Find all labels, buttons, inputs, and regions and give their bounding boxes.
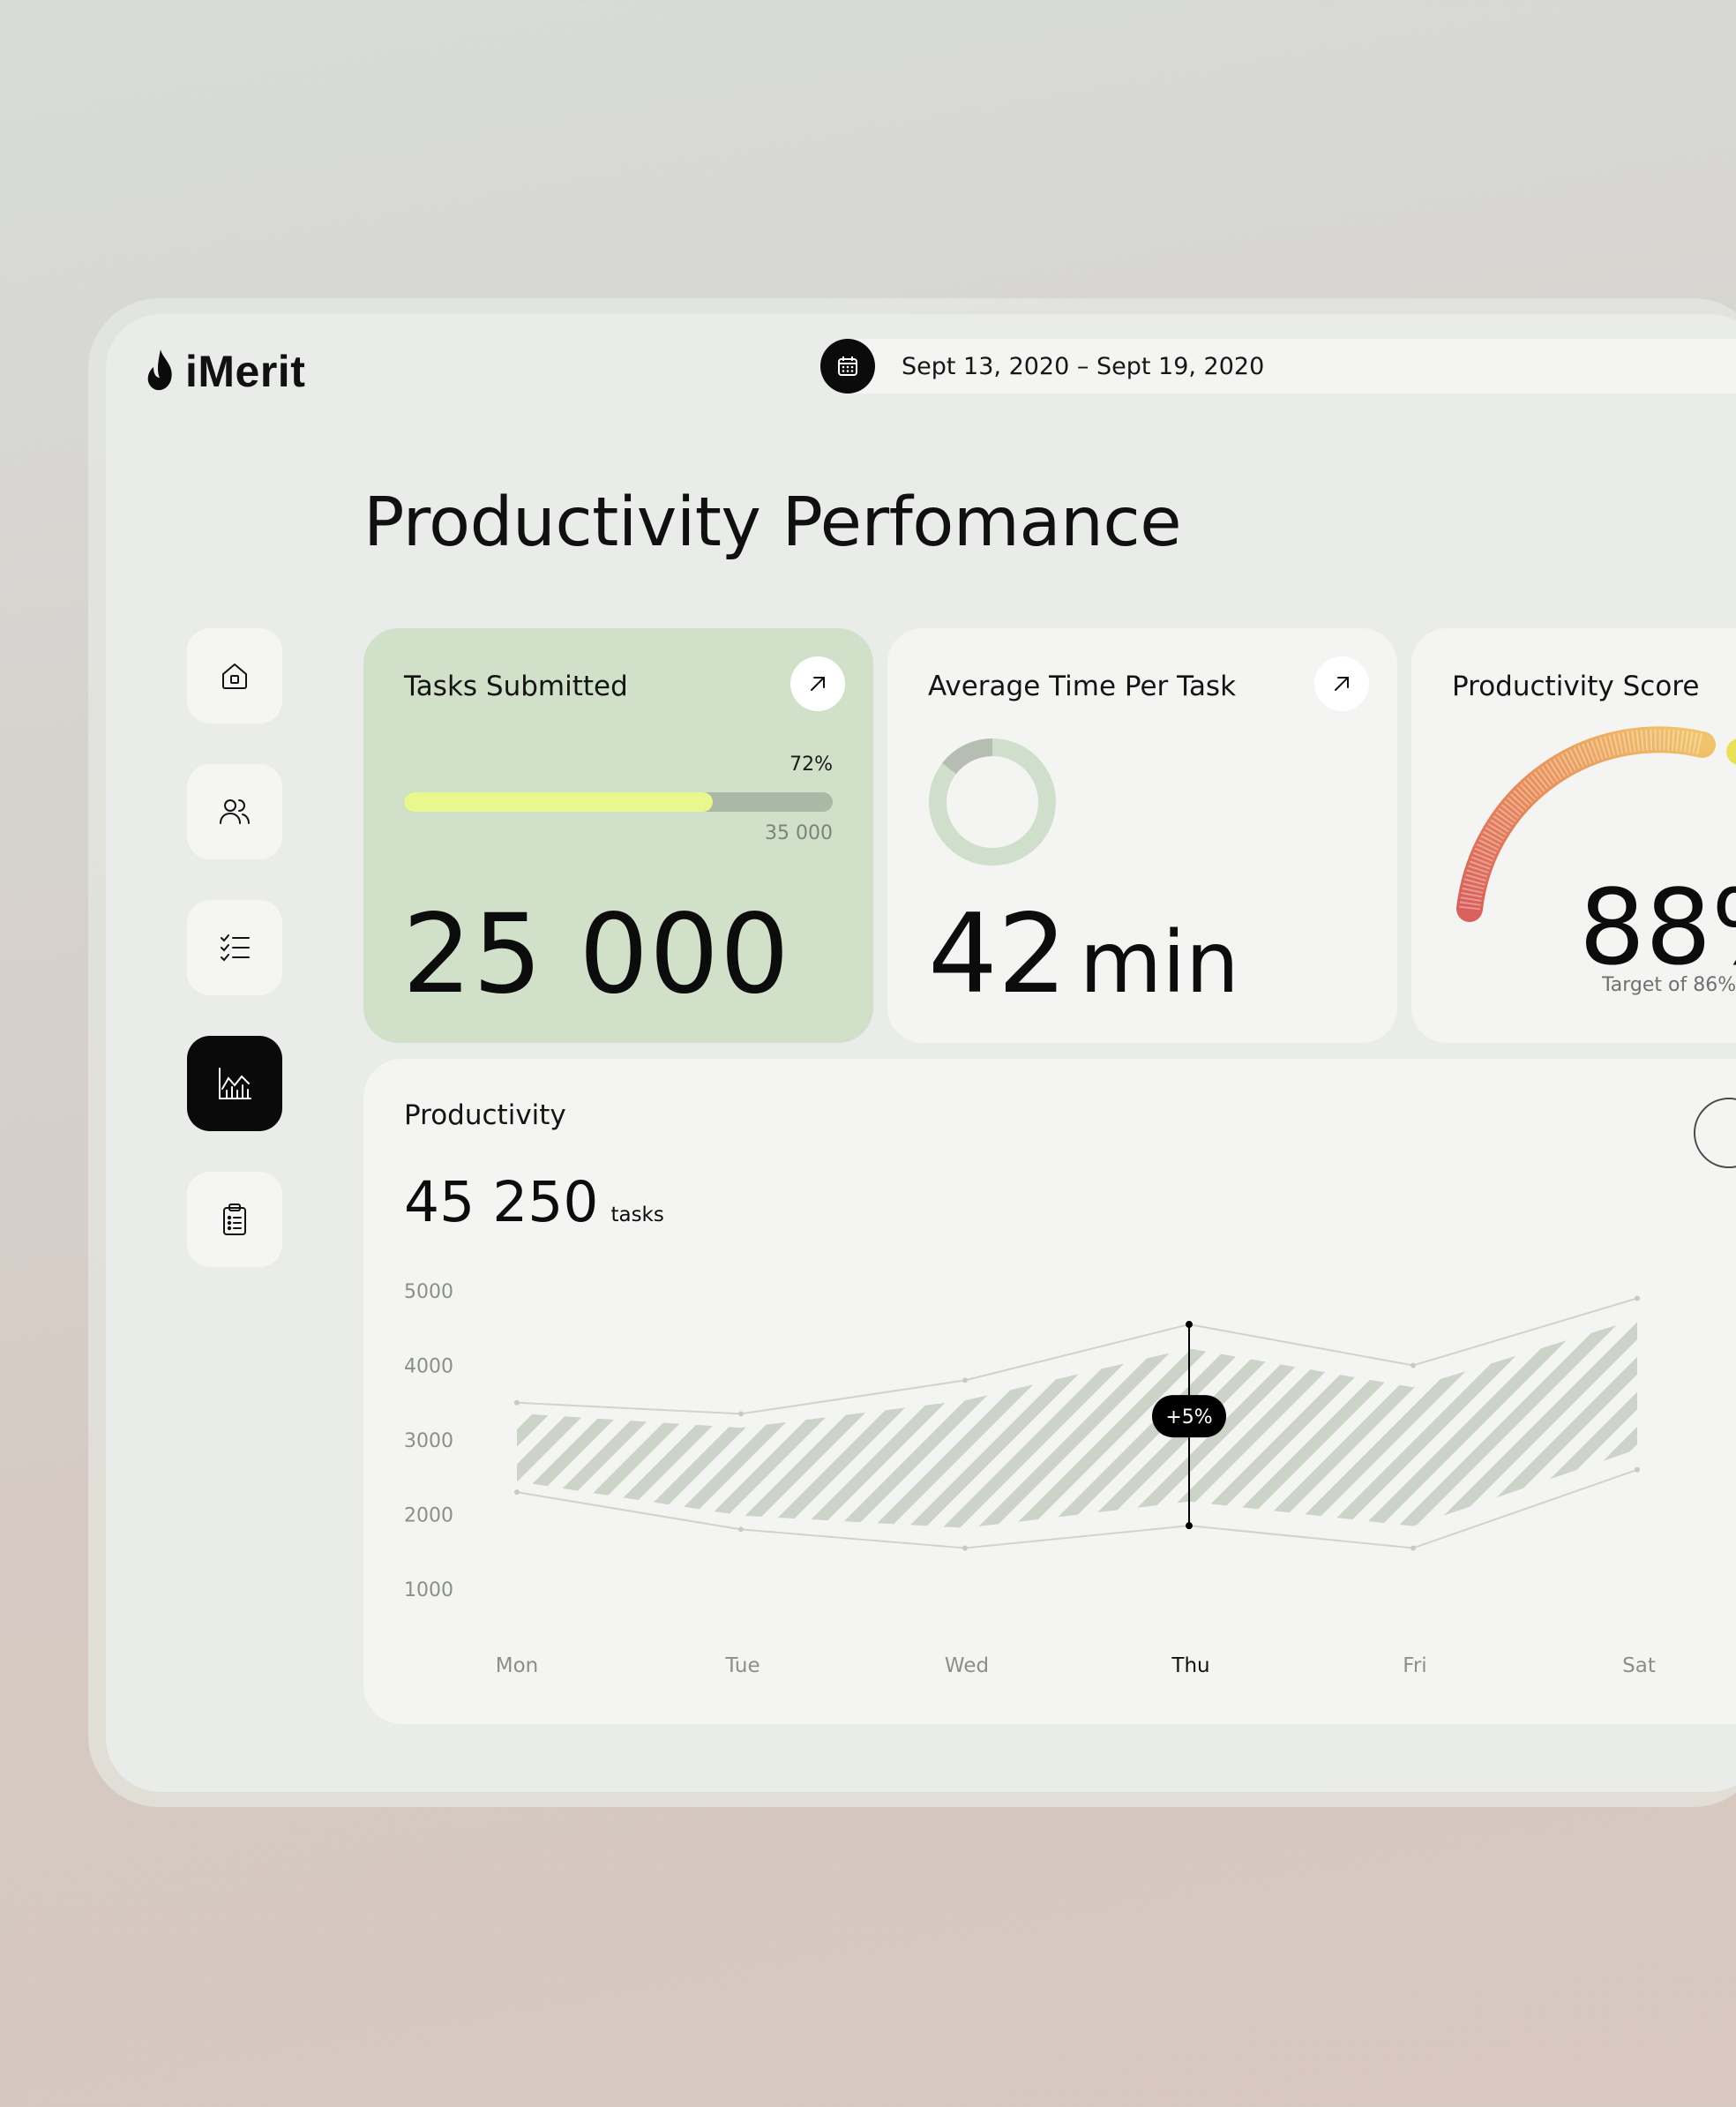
sidebar-item-tasks[interactable] — [187, 900, 282, 995]
productivity-total-value: 45 250 — [404, 1170, 599, 1234]
x-tick-label: Tue — [724, 1654, 760, 1677]
x-tick-label: Thu — [1171, 1654, 1209, 1677]
annotation-point-top — [1186, 1321, 1193, 1329]
progress-target: 35 000 — [765, 822, 833, 844]
flame-logo-icon — [147, 349, 172, 391]
app-window: iMerit Sept 13, 2020 – Sept 19, 2020 Pro… — [106, 314, 1736, 1792]
score-value: 88% — [1579, 866, 1736, 988]
open-avg-time-button[interactable] — [1314, 656, 1369, 711]
tasks-submitted-card: Tasks Submitted 72% 35 000 25 000 — [363, 628, 873, 1043]
y-tick-label: 3000 — [404, 1430, 453, 1452]
analytics-chart-icon — [219, 1068, 251, 1099]
productivity-total-unit: tasks — [610, 1203, 664, 1226]
productivity-total: 45 250 tasks — [404, 1170, 664, 1234]
productivity-score-card: Productivity Score 88% Target of 86% — [1411, 628, 1736, 1043]
page-title: Productivity Perfomance — [363, 484, 1182, 562]
y-tick-label: 2000 — [404, 1505, 453, 1527]
productivity-chart: +5% 5000 4000 3000 2000 1000 Mon Tue Wed Thu Fri… — [404, 1281, 1656, 1677]
progress-percent: 72% — [789, 754, 833, 776]
chart-title: Productivity — [404, 1099, 566, 1131]
lower-point — [1410, 1545, 1416, 1551]
x-tick-label: Wed — [945, 1654, 989, 1677]
avg-time-value: 42 min — [928, 891, 1239, 1018]
lower-line — [516, 1468, 1638, 1549]
upper-point — [738, 1411, 744, 1417]
annotation-badge-label: +5% — [1165, 1406, 1212, 1428]
arrow-up-right-icon — [811, 677, 825, 691]
y-tick-label: 1000 — [404, 1579, 453, 1601]
upper-point — [1635, 1295, 1640, 1301]
card-title: Average Time Per Task — [928, 671, 1237, 702]
x-tick-label: Mon — [496, 1654, 539, 1677]
tasks-value: 25 000 — [402, 891, 790, 1018]
avg-time-number: 42 — [928, 891, 1067, 1018]
brand-logo[interactable]: iMerit — [145, 346, 305, 397]
lower-point — [1635, 1466, 1640, 1473]
brand-name: iMerit — [185, 347, 306, 396]
y-tick-label: 5000 — [404, 1281, 453, 1303]
avg-time-unit: min — [1079, 913, 1239, 1012]
upper-line — [516, 1297, 1638, 1415]
sidebar-item-users[interactable] — [187, 764, 282, 859]
arrow-up-right-icon — [1335, 677, 1349, 691]
annotation-point-bottom — [1186, 1522, 1193, 1530]
date-range-text: Sept 13, 2020 – Sept 19, 2020 — [902, 352, 1265, 380]
sidebar-item-reports[interactable] — [187, 1172, 282, 1267]
calendar-button[interactable] — [820, 339, 875, 394]
home-icon — [222, 664, 247, 689]
average-time-card: Average Time Per Task 42 min — [887, 628, 1397, 1043]
open-tasks-button[interactable] — [790, 656, 845, 711]
calendar-icon — [838, 356, 857, 376]
checklist-icon — [221, 934, 250, 962]
x-tick-label: Fri — [1403, 1654, 1426, 1677]
x-tick-label: Sat — [1622, 1654, 1656, 1677]
card-title: Tasks Submitted — [404, 671, 628, 702]
upper-point — [514, 1399, 520, 1406]
lower-point — [738, 1526, 744, 1533]
clipboard-icon — [223, 1203, 246, 1235]
productivity-chart-card: Productivity 45 250 tasks +5% 5000 4000 300… — [363, 1059, 1736, 1724]
series-band — [517, 1318, 1637, 1528]
lower-point — [962, 1545, 968, 1551]
card-title: Productivity Score — [1452, 671, 1700, 702]
upper-point — [962, 1377, 968, 1383]
score-target: Target of 86% — [1602, 974, 1736, 996]
progress-bar — [404, 792, 833, 812]
y-tick-label: 4000 — [404, 1356, 453, 1378]
time-ring-icon — [929, 739, 1056, 866]
users-icon — [220, 799, 250, 824]
annotation-badge — [1152, 1395, 1226, 1438]
progress-bar-fill — [404, 792, 713, 812]
sidebar-item-home[interactable] — [187, 628, 282, 724]
sidebar-item-analytics[interactable] — [187, 1036, 282, 1131]
score-gauge — [1456, 726, 1736, 922]
upper-point — [1410, 1362, 1416, 1368]
lower-point — [514, 1489, 520, 1496]
date-range-picker[interactable]: Sept 13, 2020 – Sept 19, 2020 — [820, 339, 1736, 394]
